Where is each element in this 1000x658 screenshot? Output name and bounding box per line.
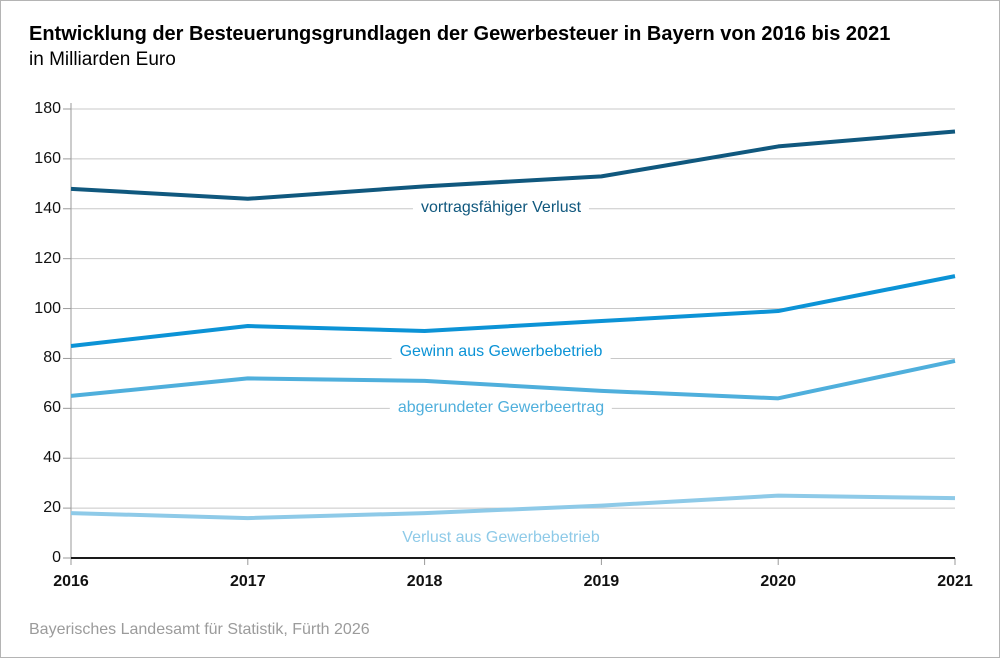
- series-label-verlust-aus-gewerbebetrieb: Verlust aus Gewerbebetrieb: [394, 528, 608, 548]
- series-line-1: [70, 274, 956, 348]
- source-note: Bayerisches Landesamt für Statistik, Für…: [29, 621, 370, 638]
- y-tick-label-0: 0: [52, 549, 61, 566]
- y-tick-label-160: 160: [34, 149, 61, 167]
- series-line-0: [70, 129, 956, 201]
- series-line-2: [70, 358, 956, 401]
- y-tick-label-180: 180: [34, 100, 61, 117]
- series-line-3: [70, 493, 956, 521]
- series-label-gewinn-aus-gewerbebetrieb: Gewinn aus Gewerbebetrieb: [391, 342, 611, 362]
- y-tick-label-20: 20: [43, 499, 61, 517]
- y-tick-label-140: 140: [34, 199, 61, 217]
- series-label-vortragsfaehiger-verlust: vortragsfähiger Verlust: [412, 198, 590, 218]
- x-tick-label-2018: 2018: [406, 573, 443, 590]
- y-tick-label-100: 100: [34, 299, 61, 317]
- x-tick-label-2017: 2017: [230, 573, 266, 590]
- series-label-abgerundeter-gewerbeertrag: abgerundeter Gewerbeertrag: [389, 398, 613, 418]
- y-tick-label-40: 40: [43, 449, 61, 467]
- chart-subtitle: in Milliarden Euro: [29, 49, 176, 70]
- chart-title: Entwicklung der Besteuerungsgrundlagen d…: [29, 23, 891, 45]
- y-tick-label-80: 80: [43, 349, 61, 367]
- y-tick-label-120: 120: [34, 249, 61, 267]
- x-tick-label-2021: 2021: [937, 573, 973, 590]
- chart-header: Entwicklung der Besteuerungsgrundlagen d…: [29, 21, 979, 73]
- x-tick-label-2016: 2016: [53, 573, 89, 590]
- x-tick-label-2020: 2020: [760, 573, 796, 590]
- y-tick-label-60: 60: [43, 399, 61, 417]
- x-tick-label-2019: 2019: [583, 573, 620, 590]
